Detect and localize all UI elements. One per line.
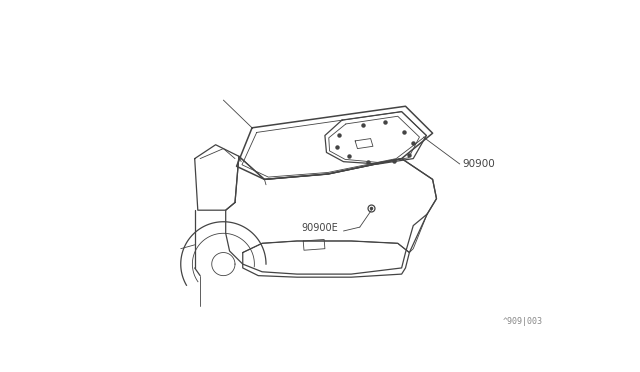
Text: ^909|003: ^909|003 — [502, 317, 542, 326]
Text: 90900: 90900 — [462, 159, 495, 169]
Text: 90900E: 90900E — [301, 223, 338, 233]
